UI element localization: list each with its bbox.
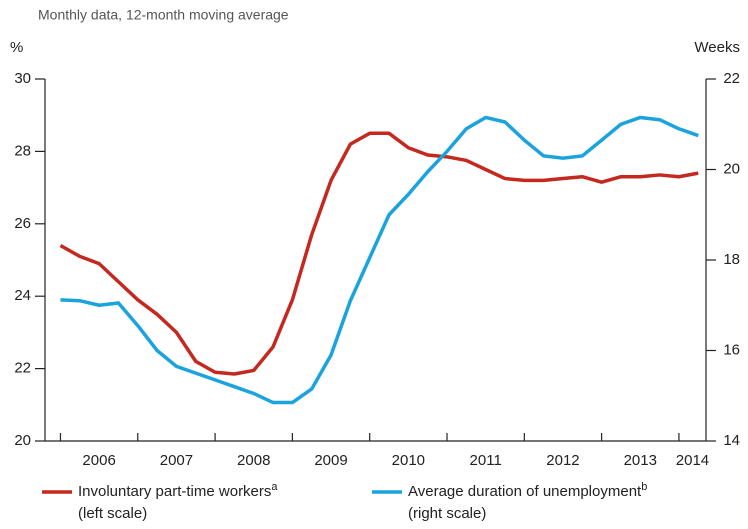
series-line <box>60 115 699 405</box>
y2-axis-label: Weeks <box>694 39 740 56</box>
legend-name: Involuntary part-time workers <box>78 483 271 500</box>
y-tick-label: 20 <box>14 432 31 449</box>
y2-tick-label: 16 <box>723 341 740 358</box>
y-tick-label: 22 <box>14 360 31 377</box>
y-tick-label: 26 <box>14 215 31 232</box>
y-tick-label: 28 <box>14 142 31 159</box>
x-tick-label: 2009 <box>314 452 347 469</box>
series-line <box>59 131 699 376</box>
legend-footnote: a <box>271 481 278 493</box>
y2-tick-label: 18 <box>723 251 740 268</box>
x-tick-label: 2011 <box>470 452 502 469</box>
x-tick-label: 2014 <box>676 452 709 469</box>
legend-scale: (right scale) <box>408 505 486 522</box>
chart-subtitle: Monthly data, 12-month moving average <box>38 7 289 23</box>
legend-label: Involuntary part-time workersa <box>78 481 278 500</box>
y2-tick-label: 20 <box>723 160 740 177</box>
x-tick-label: 2010 <box>392 452 425 469</box>
x-tick-label: 2008 <box>237 452 270 469</box>
x-tick-label: 2012 <box>546 452 579 469</box>
y-tick-label: 24 <box>14 287 31 304</box>
legend-name: Average duration of unemployment <box>408 483 642 500</box>
legend-label: Average duration of unemploymentb <box>408 481 647 500</box>
x-tick-label: 2006 <box>82 452 115 469</box>
x-tick-label: 2007 <box>160 452 193 469</box>
y-axis-label: % <box>10 39 23 56</box>
y-tick-label: 30 <box>14 70 31 87</box>
y2-tick-label: 14 <box>723 432 740 449</box>
legend-footnote: b <box>641 481 647 493</box>
x-tick-label: 2013 <box>624 452 657 469</box>
legend-scale: (left scale) <box>78 505 147 522</box>
y2-tick-label: 22 <box>723 70 740 87</box>
